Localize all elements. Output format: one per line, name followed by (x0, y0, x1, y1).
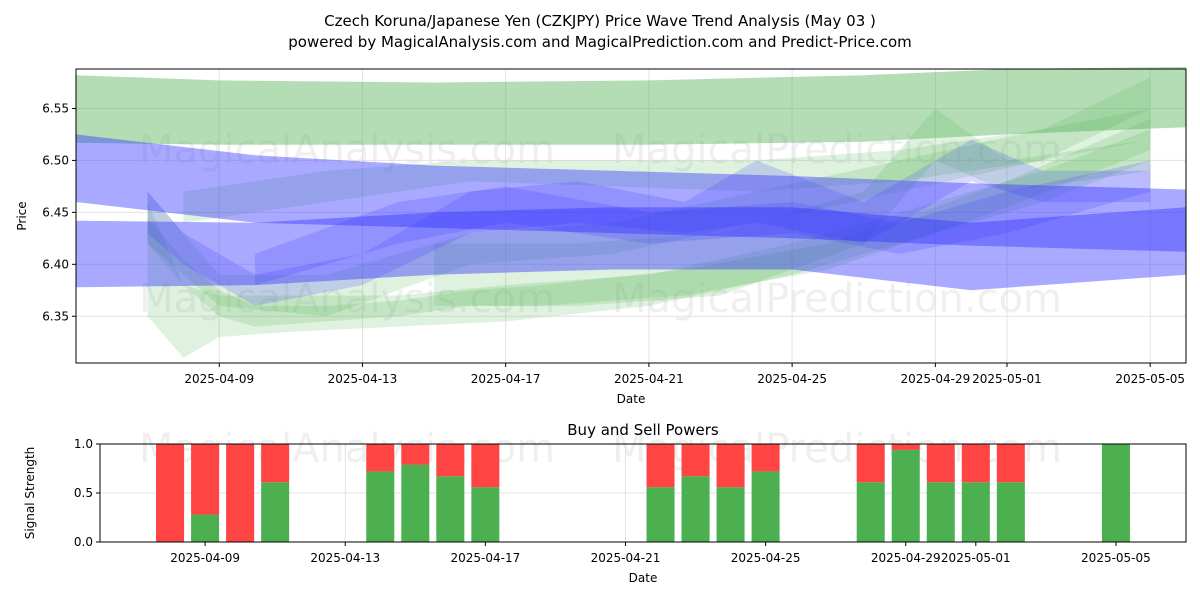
sell-bar (751, 444, 780, 472)
y-tick-label: 6.45 (42, 205, 69, 219)
y-tick-label: 6.55 (42, 101, 69, 115)
sell-bar (261, 444, 290, 483)
chart-subtitle: powered by MagicalAnalysis.com and Magic… (288, 33, 912, 51)
sell-bar (156, 444, 185, 542)
x-tick-label: 2025-04-17 (471, 372, 541, 386)
y-tick-label: 6.40 (42, 257, 69, 271)
buy-bar (261, 482, 290, 542)
buy-bar (471, 487, 500, 542)
buy-bar (751, 471, 780, 542)
signal-plot: 0.0 0.5 1.0 2025-04-09 2025-04-13 2025-04-17 2… (23, 421, 1187, 585)
y-tick-label: 6.35 (42, 309, 69, 323)
sell-bar (996, 444, 1025, 483)
sell-bar (366, 444, 395, 472)
signal-y-tick-label: 1.0 (74, 437, 93, 451)
buy-bar (681, 476, 710, 542)
green-wave-band (147, 118, 1151, 327)
watermark-analysis-top: MagicalAnalysis.com (139, 127, 555, 173)
blue-wave-band (255, 160, 1151, 286)
sell-bar (716, 444, 745, 488)
blue-wave-band (76, 134, 1186, 252)
buy-bar (436, 476, 465, 542)
signal-x-tick-label: 2025-04-09 (170, 551, 240, 565)
watermark-prediction-top: MagicalPrediction.com (612, 127, 1062, 173)
buy-bar (996, 482, 1025, 542)
green-wave-band (147, 77, 1151, 317)
price-plot-frame (75, 68, 1187, 364)
sell-bar (646, 444, 675, 488)
signal-x-tick-label: 2025-04-13 (310, 551, 380, 565)
signal-x-tick-label: 2025-05-01 (941, 551, 1011, 565)
signal-x-tick-label: 2025-04-17 (450, 551, 520, 565)
signal-y-axis-label: Signal Strength (23, 447, 37, 540)
sell-bar (926, 444, 955, 483)
x-tick-label: 2025-04-29 (900, 372, 970, 386)
signal-y-tick-label: 0.5 (74, 486, 93, 500)
watermark-analysis-mid: MagicalAnalysis.com (139, 276, 555, 322)
green-wave-band (76, 66, 1186, 145)
signal-chart-title: Buy and Sell Powers (567, 421, 719, 439)
buy-bar (716, 487, 745, 542)
green-wave-band (183, 108, 1151, 223)
y-tick-label: 6.50 (42, 153, 69, 167)
x-tick-label: 2025-04-25 (757, 372, 827, 386)
x-tick-label: 2025-04-09 (184, 372, 254, 386)
buy-bar (401, 464, 430, 542)
blue-wave-band (76, 207, 1186, 291)
buy-bar (926, 482, 955, 542)
signal-x-tick-label: 2025-04-29 (871, 551, 941, 565)
buy-bar (646, 487, 675, 542)
x-tick-label: 2025-05-01 (972, 372, 1042, 386)
buy-bar (891, 449, 920, 542)
signal-x-tick-label: 2025-04-21 (591, 551, 661, 565)
chart-title: Czech Koruna/Japanese Yen (CZKJPY) Price… (324, 12, 876, 30)
signal-plot-frame (99, 443, 1187, 543)
x-tick-label: 2025-04-13 (328, 372, 398, 386)
sell-bar (856, 444, 885, 483)
signal-x-tick-label: 2025-04-25 (731, 551, 801, 565)
blue-wave-band (147, 139, 1151, 306)
sell-bar (436, 444, 465, 477)
buy-bar (366, 471, 395, 542)
sell-bar (226, 444, 255, 542)
x-axis-label: Date (617, 392, 646, 406)
signal-x-tick-label: 2025-05-05 (1081, 551, 1151, 565)
green-wave-band (147, 129, 1151, 358)
sell-bar (891, 444, 920, 450)
y-axis-label: Price (15, 201, 29, 230)
sell-bar (681, 444, 710, 477)
signal-y-tick-label: 0.0 (74, 535, 93, 549)
sell-bar (961, 444, 990, 483)
buy-bar (856, 482, 885, 542)
x-tick-label: 2025-05-05 (1115, 372, 1185, 386)
sell-bar (471, 444, 500, 488)
x-tick-label: 2025-04-21 (614, 372, 684, 386)
buy-bar (961, 482, 990, 542)
buy-bar (1101, 444, 1130, 542)
green-wave-band (434, 108, 1151, 306)
signal-x-axis-label: Date (629, 571, 658, 585)
sell-bar (191, 444, 220, 515)
sell-bar (401, 444, 430, 465)
price-plot: 6.35 6.40 6.45 6.50 6.55 2025-04-09 2025-04-13… (15, 66, 1187, 406)
buy-bar (191, 514, 220, 542)
watermark-prediction-mid: MagicalPrediction.com (612, 276, 1062, 322)
